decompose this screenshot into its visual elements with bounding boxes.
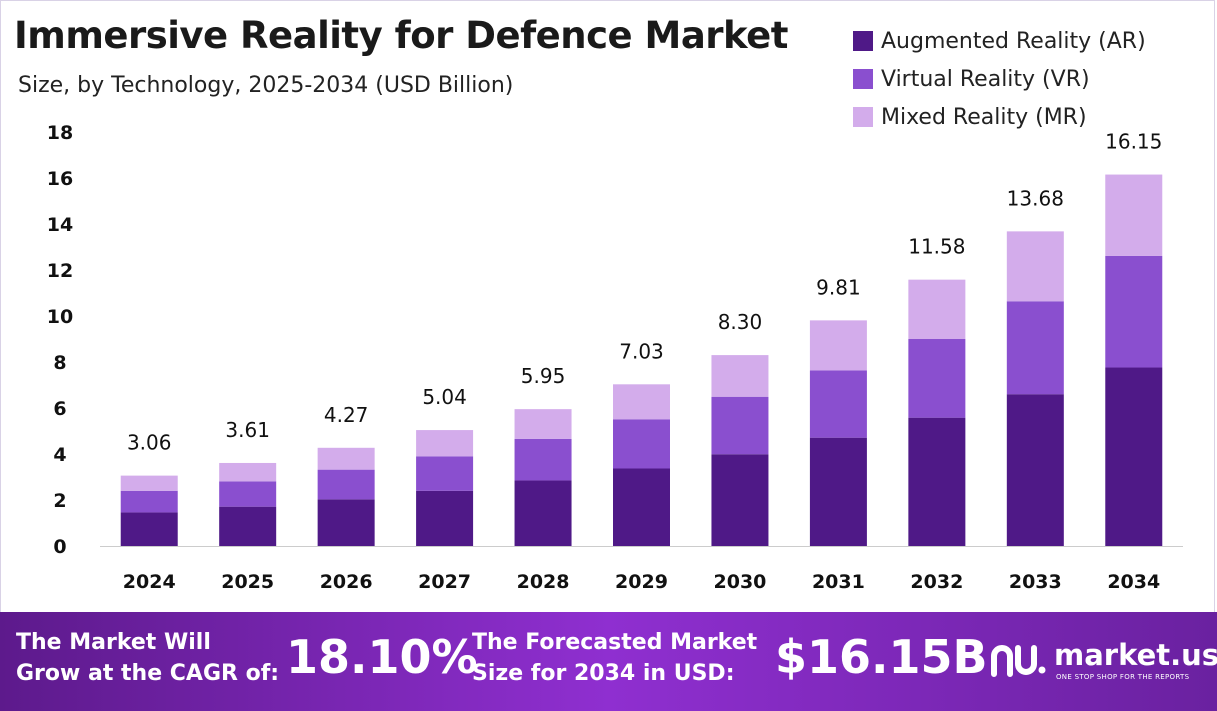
bar-segment-vr-2033	[1006, 301, 1064, 395]
total-label-2030: 8.30	[718, 310, 763, 334]
bar-segment-ar-2025	[219, 506, 277, 546]
bar-segment-ar-2033	[1006, 394, 1064, 546]
bar-segment-mr-2027	[416, 430, 474, 457]
forecast-caption-line2: Size for 2034 in USD:	[472, 661, 735, 686]
bar-segment-mr-2028	[514, 409, 572, 439]
forecast-value: $16.15B	[775, 630, 988, 684]
cagr-caption: The Market Will Grow at the CAGR of:	[16, 627, 279, 689]
chart-title: Immersive Reality for Defence Market	[14, 14, 788, 57]
bar-segment-vr-2027	[416, 456, 474, 491]
bar-segment-vr-2028	[514, 438, 572, 481]
bar-chart: 0 2 4 6 8 10 12 14 16 18 3.06 2024 3.61 2025 4.27 2026 5…	[47, 122, 1183, 593]
total-label-2027: 5.04	[422, 385, 467, 409]
total-label-2029: 7.03	[619, 339, 664, 363]
bar-segment-mr-2033	[1006, 231, 1064, 302]
bar-segment-mr-2024	[120, 475, 178, 491]
bar-segment-vr-2024	[120, 490, 178, 513]
bar-segment-mr-2025	[219, 462, 277, 482]
total-label-2032: 11.58	[908, 235, 965, 259]
total-label-2034: 16.15	[1105, 130, 1162, 154]
legend: Augmented Reality (AR) Virtual Reality (…	[853, 22, 1146, 136]
bar-segment-mr-2029	[613, 384, 670, 420]
bar-segment-vr-2030	[711, 396, 769, 455]
y-tick-label: 14	[47, 214, 73, 236]
bar-segment-vr-2034	[1105, 255, 1163, 368]
footer-banner: The Market Will Grow at the CAGR of: 18.…	[0, 612, 1217, 711]
forecast-caption: The Forecasted Market Size for 2034 in U…	[472, 627, 757, 689]
legend-item-vr: Virtual Reality (VR)	[853, 60, 1146, 98]
bar-segment-ar-2029	[613, 468, 670, 546]
legend-item-ar: Augmented Reality (AR)	[853, 22, 1146, 60]
total-label-2024: 3.06	[127, 431, 172, 455]
y-tick-label: 18	[47, 122, 73, 144]
bar-segment-vr-2032	[908, 339, 966, 418]
legend-item-mr: Mixed Reality (MR)	[853, 98, 1146, 136]
y-tick-label: 12	[47, 260, 73, 282]
y-tick-label: 2	[53, 490, 66, 512]
x-tick-label-2029: 2029	[615, 571, 668, 593]
x-tick-label-2025: 2025	[221, 571, 274, 593]
y-tick-label: 6	[53, 398, 66, 420]
logo-wordmark: market.us	[1054, 638, 1217, 672]
logo-tagline: ONE STOP SHOP FOR THE REPORTS	[1056, 673, 1190, 681]
cagr-caption-line1: The Market Will	[16, 630, 211, 655]
market-us-logo-icon	[991, 645, 1046, 677]
x-tick-label-2028: 2028	[517, 571, 570, 593]
y-tick-label: 10	[47, 306, 73, 328]
bar-segment-mr-2031	[809, 320, 867, 371]
cagr-value: 18.10%	[286, 630, 478, 684]
bar-segment-vr-2029	[613, 419, 670, 469]
bar-segment-ar-2027	[416, 490, 474, 546]
total-label-2026: 4.27	[324, 403, 369, 427]
forecast-caption-line1: The Forecasted Market	[472, 630, 758, 655]
x-tick-label-2031: 2031	[812, 571, 865, 593]
x-tick-label-2027: 2027	[418, 571, 471, 593]
bar-segment-mr-2030	[711, 355, 769, 397]
bar-segment-ar-2028	[514, 480, 572, 546]
bar-segment-ar-2024	[120, 512, 178, 546]
bar-segment-mr-2032	[908, 279, 966, 339]
legend-label-mr: Mixed Reality (MR)	[881, 104, 1087, 130]
x-tick-label-2032: 2032	[910, 571, 963, 593]
x-tick-label-2030: 2030	[714, 571, 767, 593]
bar-segment-mr-2034	[1105, 174, 1163, 256]
legend-swatch-ar	[853, 31, 873, 51]
y-tick-label: 0	[53, 536, 66, 558]
bar-segment-ar-2032	[908, 417, 966, 546]
total-label-2031: 9.81	[816, 275, 861, 299]
legend-swatch-mr	[853, 107, 873, 127]
cagr-caption-line2: Grow at the CAGR of:	[16, 661, 280, 686]
y-tick-label: 16	[47, 168, 73, 190]
bar-segment-vr-2026	[317, 469, 375, 500]
x-tick-label-2033: 2033	[1009, 571, 1062, 593]
chart-subtitle: Size, by Technology, 2025-2034 (USD Bill…	[18, 73, 514, 98]
x-tick-label-2024: 2024	[123, 571, 176, 593]
bar-segment-ar-2031	[809, 437, 867, 546]
y-tick-label: 8	[53, 352, 66, 374]
bar-segment-ar-2030	[711, 454, 769, 546]
bar-segment-vr-2025	[219, 481, 277, 507]
y-tick-label: 4	[53, 444, 66, 466]
total-label-2025: 3.61	[225, 418, 270, 442]
bar-segment-mr-2026	[317, 447, 375, 470]
legend-swatch-vr	[853, 69, 873, 89]
total-label-2033: 13.68	[1007, 186, 1064, 210]
bar-segment-ar-2034	[1105, 367, 1163, 546]
total-label-2028: 5.95	[521, 364, 566, 388]
bar-segment-vr-2031	[809, 370, 867, 438]
bar-segment-ar-2026	[317, 499, 375, 546]
legend-label-ar: Augmented Reality (AR)	[881, 28, 1146, 54]
x-tick-label-2034: 2034	[1107, 571, 1160, 593]
legend-label-vr: Virtual Reality (VR)	[881, 66, 1090, 92]
x-tick-label-2026: 2026	[320, 571, 373, 593]
